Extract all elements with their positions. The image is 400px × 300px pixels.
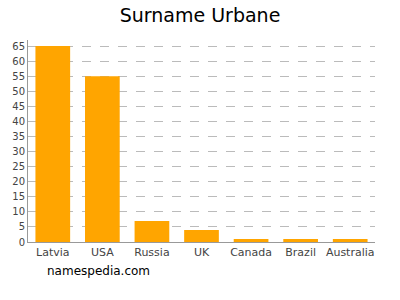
svg-text:20: 20 <box>12 176 25 187</box>
svg-text:45: 45 <box>12 101 25 112</box>
svg-text:60: 60 <box>12 56 25 67</box>
svg-text:25: 25 <box>12 161 25 172</box>
svg-text:Brazil: Brazil <box>285 246 316 259</box>
svg-text:65: 65 <box>12 41 25 52</box>
svg-text:15: 15 <box>12 191 25 202</box>
svg-text:40: 40 <box>12 116 25 127</box>
svg-text:30: 30 <box>12 146 25 157</box>
svg-text:Australia: Australia <box>326 246 375 259</box>
svg-text:Surname Urbane: Surname Urbane <box>120 4 281 26</box>
svg-text:namespedia.com: namespedia.com <box>47 264 150 278</box>
svg-text:Latvia: Latvia <box>36 246 70 259</box>
svg-text:35: 35 <box>12 131 25 142</box>
svg-text:Canada: Canada <box>230 246 272 259</box>
svg-text:50: 50 <box>12 86 25 97</box>
svg-text:0: 0 <box>19 237 25 248</box>
svg-text:55: 55 <box>12 71 25 82</box>
svg-text:USA: USA <box>91 246 114 259</box>
svg-text:10: 10 <box>12 206 25 217</box>
svg-text:UK: UK <box>194 246 210 259</box>
svg-text:Russia: Russia <box>134 246 169 259</box>
svg-text:5: 5 <box>19 221 25 232</box>
